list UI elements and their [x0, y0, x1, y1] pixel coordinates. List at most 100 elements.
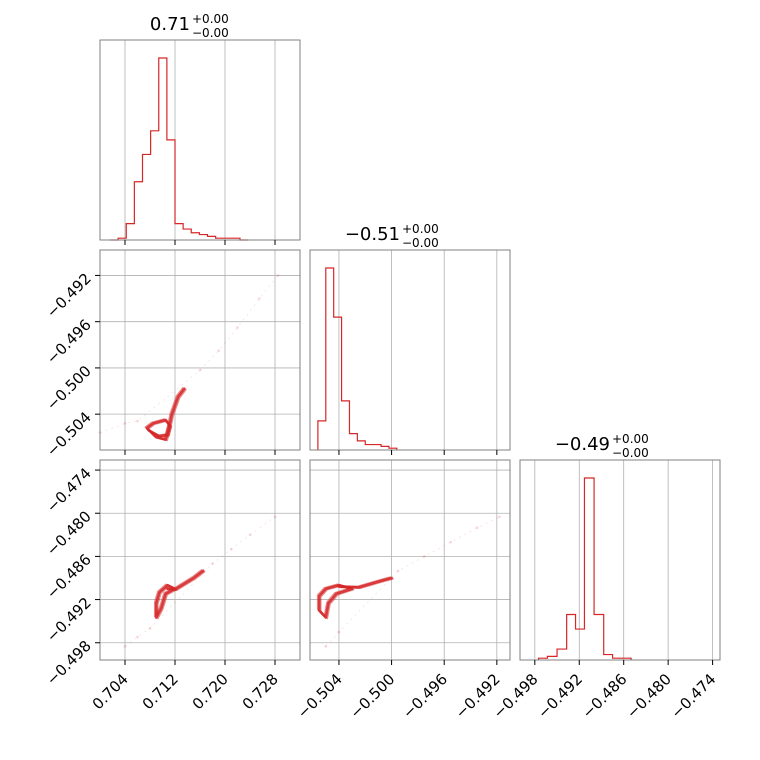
y-tick-row1-label: −0.492: [43, 270, 95, 322]
contour-line: [337, 576, 393, 589]
histogram-bin: [318, 421, 326, 450]
scatter-point: [273, 515, 277, 519]
y-tick-row2-label: −0.486: [43, 551, 95, 603]
scatter-point: [229, 547, 233, 551]
title-minus-error: −0.00: [612, 446, 649, 460]
x-tick-col0-label: 0.712: [139, 670, 182, 713]
title-plus-error: +0.00: [612, 432, 649, 446]
scatter-point: [217, 349, 221, 352]
histogram-bin: [126, 224, 134, 240]
panel-1-0: [98, 250, 300, 450]
histogram-bin: [557, 649, 567, 660]
contour-line: [149, 388, 187, 438]
y-tick-row2-label: −0.480: [43, 507, 95, 559]
scatter-trail: [124, 516, 276, 647]
histogram-bin: [175, 224, 183, 240]
contour-line: [168, 571, 206, 592]
scatter-point: [211, 562, 214, 565]
histogram-bin: [326, 268, 334, 450]
scatter-point: [337, 630, 341, 634]
scatter-point: [498, 515, 501, 519]
histogram-bin: [151, 131, 159, 240]
histogram-bin: [191, 233, 199, 240]
x-tick-col0-label: 0.720: [189, 670, 232, 713]
panel-frame: [309, 249, 511, 451]
histogram-bin: [349, 434, 357, 450]
panel-2-0: [100, 460, 300, 660]
histogram-bin: [342, 401, 350, 450]
x-tick-col0-label: 0.728: [239, 670, 282, 713]
scatter-point: [148, 627, 152, 630]
contour-line: [146, 387, 184, 436]
scatter-point: [449, 540, 453, 544]
x-tick-col2-label: −0.474: [667, 670, 719, 722]
panel-1-1: −0.51 +0.00−0.00: [317, 222, 498, 450]
histogram-bin: [143, 154, 151, 240]
y-tick-row2-label: −0.498: [43, 637, 95, 689]
y-tick-row1-label: −0.504: [43, 408, 95, 460]
scatter-trail: [99, 275, 279, 434]
contour-line: [320, 585, 355, 620]
contour-line: [165, 569, 203, 590]
panel-frame: [99, 249, 301, 451]
scatter-point: [258, 297, 261, 300]
panel-title: −0.49: [555, 434, 610, 455]
scatter-point: [123, 645, 127, 648]
panel-frame: [519, 459, 721, 661]
panel-title: 0.71: [150, 14, 190, 35]
panel-frame: [99, 39, 301, 241]
panel-2-1: [310, 460, 510, 660]
x-tick-col1-label: −0.500: [346, 670, 398, 722]
y-tick-row2-label: −0.474: [43, 464, 95, 516]
histogram-bin: [547, 656, 557, 660]
histogram-bin: [594, 615, 604, 661]
y-tick-row2-label: −0.492: [43, 594, 95, 646]
histogram-bin: [381, 446, 389, 450]
scatter-point: [276, 274, 280, 277]
x-tick-col1-label: −0.496: [399, 670, 451, 722]
scatter-point: [136, 419, 139, 423]
contour-line: [339, 578, 394, 589]
histogram-bin: [167, 140, 175, 240]
title-minus-error: −0.00: [192, 26, 229, 40]
contour-line: [317, 583, 354, 619]
y-tick-row1-label: −0.500: [43, 362, 95, 414]
scatter-point: [324, 645, 328, 648]
histogram-bin: [159, 58, 167, 240]
scatter-point: [236, 326, 239, 329]
histogram-bin: [183, 229, 191, 240]
scatter-point: [136, 635, 139, 639]
contour-line: [153, 583, 175, 618]
scatter-point: [423, 555, 426, 558]
histogram-bin: [365, 445, 373, 450]
y-tick-row1-label: −0.496: [43, 316, 95, 368]
scatter-trail: [325, 516, 500, 647]
scatter-point: [248, 533, 252, 537]
x-tick-col2-label: −0.492: [534, 670, 586, 722]
panel-frame: [309, 459, 511, 661]
title-plus-error: +0.00: [192, 12, 229, 26]
x-tick-col0-label: 0.704: [89, 670, 132, 713]
histogram-bin: [357, 441, 365, 450]
panel-frame: [99, 459, 301, 661]
histogram-step: [317, 267, 398, 450]
histogram-bin: [567, 615, 576, 661]
title-minus-error: −0.00: [402, 236, 439, 250]
histogram-bin: [576, 629, 585, 660]
x-tick-col1-label: −0.504: [294, 670, 346, 722]
title-plus-error: +0.00: [402, 222, 439, 236]
scatter-point: [198, 368, 202, 372]
histogram-bin: [334, 317, 342, 450]
histogram-bin: [199, 235, 207, 240]
scatter-point: [475, 526, 479, 529]
histogram-step: [110, 57, 249, 241]
contour-line: [166, 569, 205, 591]
histogram-bin: [208, 236, 216, 240]
histogram-bin: [134, 182, 142, 240]
contour-line: [336, 576, 391, 588]
scatter-point: [396, 569, 400, 573]
scatter-point: [123, 422, 127, 425]
x-tick-col2-label: −0.486: [579, 670, 631, 722]
panel-2-2: −0.49 +0.00−0.00: [534, 432, 713, 661]
